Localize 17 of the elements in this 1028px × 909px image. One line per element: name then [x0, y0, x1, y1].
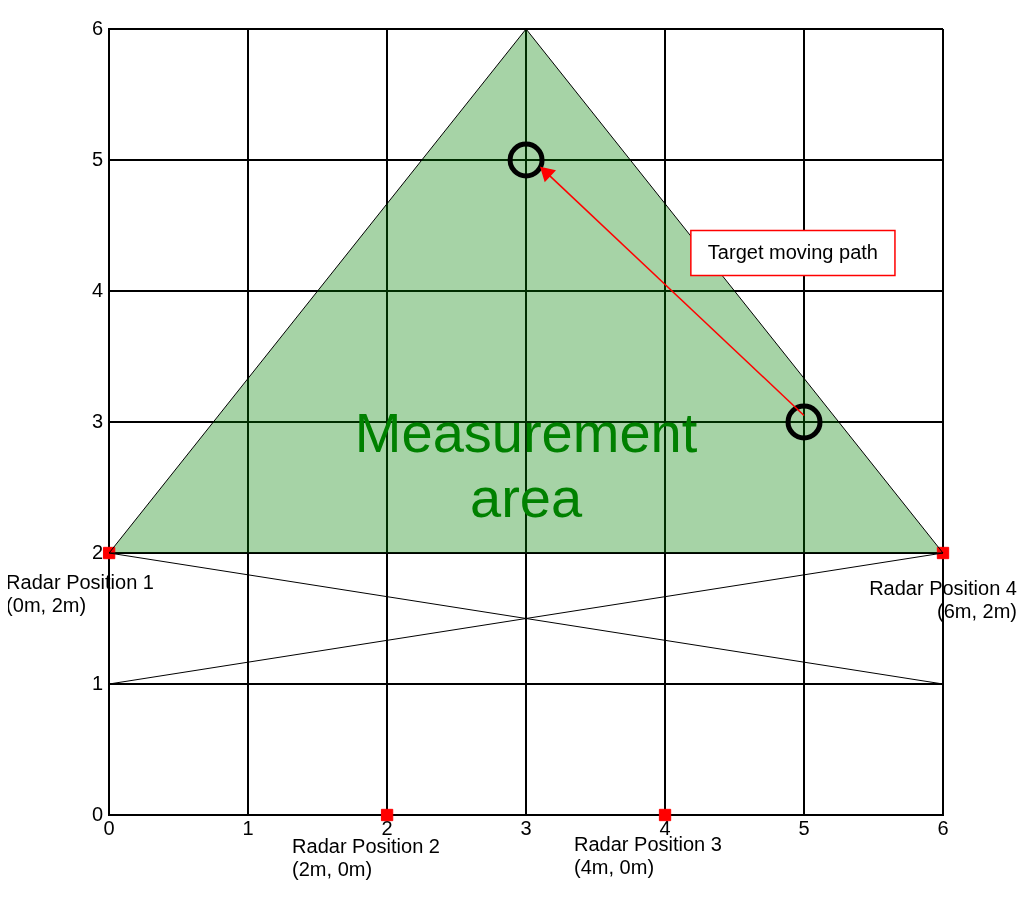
point	[785, 403, 823, 441]
y-tick-label: 3	[92, 409, 104, 432]
point	[658, 808, 672, 822]
x-tick-label: 6	[937, 816, 949, 839]
x-tick-label: 3	[520, 816, 532, 839]
x-tick-label: 1	[242, 816, 254, 839]
y-tick-label: 0	[92, 802, 104, 825]
y-tick-label: 1	[92, 671, 104, 694]
x-tick-label: 5	[798, 816, 810, 839]
y-tick-label: 4	[92, 278, 104, 301]
y-tick-label: 6	[92, 16, 104, 39]
point	[380, 808, 394, 822]
annotation: Target moving path	[707, 240, 878, 263]
y-tick-label: 2	[92, 540, 104, 563]
x-tick-label: 4	[659, 816, 671, 839]
point	[507, 141, 545, 179]
y-tick-label: 5	[92, 147, 104, 170]
